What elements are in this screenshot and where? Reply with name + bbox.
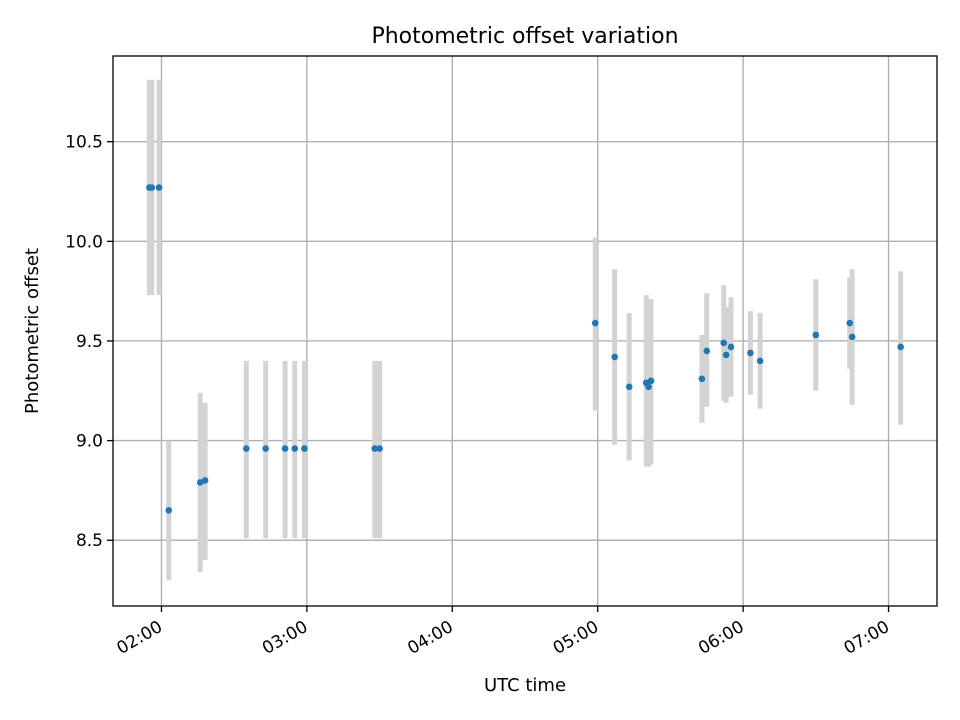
data-point <box>722 351 730 359</box>
gridlines <box>113 56 937 606</box>
data-point <box>897 343 904 351</box>
data-point <box>647 377 655 385</box>
data-point <box>371 445 379 452</box>
data-point <box>291 445 299 452</box>
data-point <box>301 445 308 452</box>
data-point <box>625 383 633 391</box>
data-point <box>812 331 820 339</box>
data-point <box>155 184 163 191</box>
data-point <box>148 184 156 191</box>
data-point <box>281 445 289 452</box>
y-tick-label: 9.0 <box>76 432 103 452</box>
chart-title: Photometric offset variation <box>371 24 678 49</box>
plot-frame <box>112 55 938 607</box>
y-tick-label: 8.5 <box>76 531 103 551</box>
y-axis-ticks: 8.5 9.0 9.5 10.0 10.5 <box>65 133 113 551</box>
data-points <box>146 184 904 514</box>
data-point <box>747 349 754 357</box>
y-tick-label: 10.5 <box>65 133 103 153</box>
data-point <box>645 383 652 391</box>
data-point <box>242 445 250 452</box>
x-axis-label: UTC time <box>484 675 566 696</box>
data-point <box>720 339 728 347</box>
data-point <box>848 333 856 341</box>
data-point <box>165 507 173 514</box>
data-point <box>591 319 599 327</box>
y-axis-label: Photometric offset <box>22 248 43 414</box>
data-point <box>703 347 711 355</box>
data-point <box>611 353 618 361</box>
data-point <box>376 445 383 452</box>
data-point <box>201 477 209 484</box>
data-point <box>846 319 854 327</box>
data-point <box>262 445 269 452</box>
data-point <box>698 375 706 383</box>
data-point <box>727 343 735 351</box>
y-tick-label: 9.5 <box>76 332 103 352</box>
data-point <box>756 357 764 365</box>
y-tick-label: 10.0 <box>65 232 103 252</box>
